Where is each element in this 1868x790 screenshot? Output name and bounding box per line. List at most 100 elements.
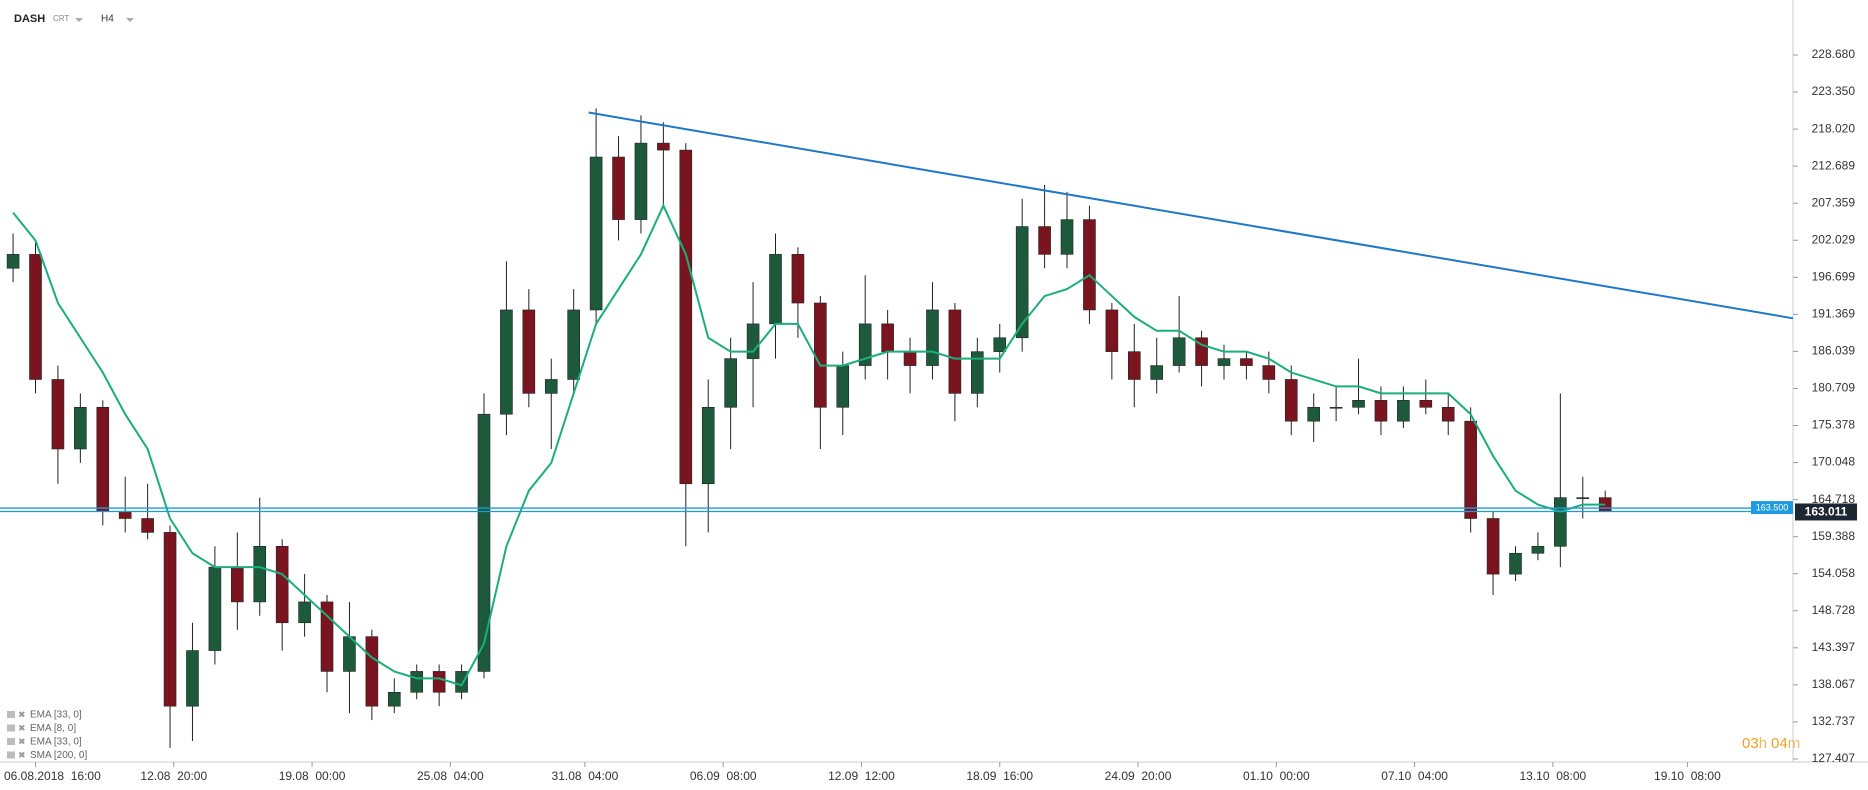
candle-body bbox=[1374, 400, 1388, 422]
x-tick-label: 07.10 04:00 bbox=[1381, 769, 1448, 783]
x-tick-label: 31.08 04:00 bbox=[552, 769, 619, 783]
y-tick-label: 164.718 bbox=[1812, 492, 1856, 506]
candle-body bbox=[1397, 400, 1410, 422]
symbol[interactable]: DASH bbox=[14, 13, 45, 25]
x-tick-label: 12.08 20:00 bbox=[140, 769, 207, 783]
indicator-icon bbox=[7, 724, 15, 732]
x-tick-label: 18.09 16:00 bbox=[966, 769, 1033, 783]
y-tick-label: 191.369 bbox=[1812, 307, 1856, 321]
candle-body bbox=[544, 379, 558, 394]
candle-body bbox=[1240, 358, 1253, 366]
candle-body bbox=[410, 671, 424, 693]
countdown-part: h bbox=[1759, 735, 1767, 752]
y-tick-label: 196.699 bbox=[1812, 269, 1856, 283]
indicator-close[interactable]: ✖ bbox=[18, 750, 26, 760]
candle-body bbox=[51, 379, 65, 450]
candle-body bbox=[1284, 379, 1298, 422]
candle-body bbox=[477, 413, 491, 672]
candle-body bbox=[253, 546, 267, 603]
candle-body bbox=[836, 365, 850, 408]
candle-body bbox=[903, 351, 917, 366]
dropdown-icon[interactable] bbox=[75, 18, 83, 22]
candle-body bbox=[500, 309, 513, 415]
candle-body bbox=[1441, 406, 1455, 422]
candle-body bbox=[1531, 546, 1545, 554]
countdown-part: 04 bbox=[1771, 735, 1788, 752]
candle-body bbox=[163, 532, 177, 707]
candle-body bbox=[881, 323, 894, 352]
candle-body bbox=[993, 337, 1007, 352]
candle-body bbox=[1509, 552, 1522, 575]
x-tick-label: 25.08 04:00 bbox=[417, 769, 484, 783]
candle-body bbox=[589, 156, 603, 311]
y-tick-label: 218.020 bbox=[1812, 121, 1856, 135]
candle-body bbox=[1329, 406, 1343, 409]
y-tick-label: 148.728 bbox=[1812, 603, 1856, 617]
indicator-label[interactable]: EMA [33, 0] bbox=[30, 710, 82, 721]
dropdown-icon[interactable] bbox=[126, 18, 134, 22]
countdown: 03h 04m bbox=[1742, 735, 1800, 752]
y-tick-label: 212.689 bbox=[1812, 158, 1856, 172]
indicator-label[interactable]: EMA [8, 0] bbox=[30, 723, 76, 734]
candle-body bbox=[634, 142, 648, 220]
source[interactable]: CRT bbox=[53, 14, 69, 23]
price-level-tag bbox=[1751, 501, 1793, 515]
candle-body bbox=[926, 309, 939, 366]
x-tick-label: 12.09 12:00 bbox=[828, 769, 895, 783]
y-tick-label: 223.350 bbox=[1812, 84, 1856, 98]
y-tick-label: 132.737 bbox=[1812, 714, 1856, 728]
x-tick-label: 06.08.2018 16:00 bbox=[4, 769, 101, 783]
indicator-close[interactable]: ✖ bbox=[18, 736, 26, 746]
candle-body bbox=[814, 302, 827, 408]
x-tick-label: 01.10 00:00 bbox=[1243, 769, 1310, 783]
candle-body bbox=[1419, 400, 1433, 408]
indicator-close[interactable]: ✖ bbox=[18, 709, 26, 719]
y-tick-label: 143.397 bbox=[1812, 640, 1856, 654]
indicator-label[interactable]: EMA [33, 0] bbox=[30, 737, 82, 748]
candle-body bbox=[365, 636, 379, 707]
candle-body bbox=[1105, 309, 1119, 352]
candle-body bbox=[6, 254, 20, 269]
countdown-part: 03 bbox=[1742, 735, 1759, 752]
indicator-icon bbox=[7, 751, 15, 759]
candle-body bbox=[1307, 406, 1320, 422]
candle-body bbox=[1060, 219, 1074, 255]
y-tick-label: 138.067 bbox=[1812, 677, 1856, 691]
countdown-part: m bbox=[1788, 735, 1801, 752]
indicator-label[interactable]: SMA [200, 0] bbox=[30, 750, 87, 761]
candle-body bbox=[657, 142, 670, 151]
candle-body bbox=[1352, 400, 1365, 408]
trendline bbox=[588, 111, 1794, 320]
candle-body bbox=[612, 156, 625, 220]
candle-body bbox=[74, 406, 87, 450]
price-level-label: 163.500 bbox=[1756, 502, 1789, 512]
candle-body bbox=[387, 691, 401, 707]
y-tick-label: 154.058 bbox=[1812, 566, 1856, 580]
y-tick-label: 202.029 bbox=[1812, 232, 1856, 246]
x-tick-label: 19.10 08:00 bbox=[1654, 769, 1721, 783]
candle-body bbox=[1127, 351, 1141, 380]
last-price-label: 163.011 bbox=[1805, 505, 1848, 519]
candle-body bbox=[1576, 497, 1590, 499]
candle-body bbox=[1038, 226, 1051, 255]
candle-body bbox=[275, 546, 289, 624]
y-tick-label: 180.709 bbox=[1812, 381, 1856, 395]
last-price-tag bbox=[1795, 503, 1857, 521]
candle-body bbox=[679, 149, 693, 485]
y-tick-label: 127.407 bbox=[1812, 751, 1856, 765]
indicator-close[interactable]: ✖ bbox=[18, 723, 26, 733]
candle-body bbox=[746, 323, 760, 359]
candle-body bbox=[186, 650, 199, 707]
timeframe[interactable]: H4 bbox=[101, 14, 114, 25]
candle-body bbox=[1015, 226, 1029, 339]
candle-body bbox=[522, 309, 536, 394]
candle-body bbox=[1262, 365, 1276, 380]
x-tick-label: 24.09 20:00 bbox=[1105, 769, 1172, 783]
y-tick-label: 228.680 bbox=[1812, 47, 1856, 61]
candle-body bbox=[858, 323, 872, 366]
candle-body bbox=[724, 358, 737, 408]
y-tick-label: 159.388 bbox=[1812, 529, 1856, 543]
candle-body bbox=[29, 254, 42, 380]
candle-body bbox=[432, 671, 446, 693]
